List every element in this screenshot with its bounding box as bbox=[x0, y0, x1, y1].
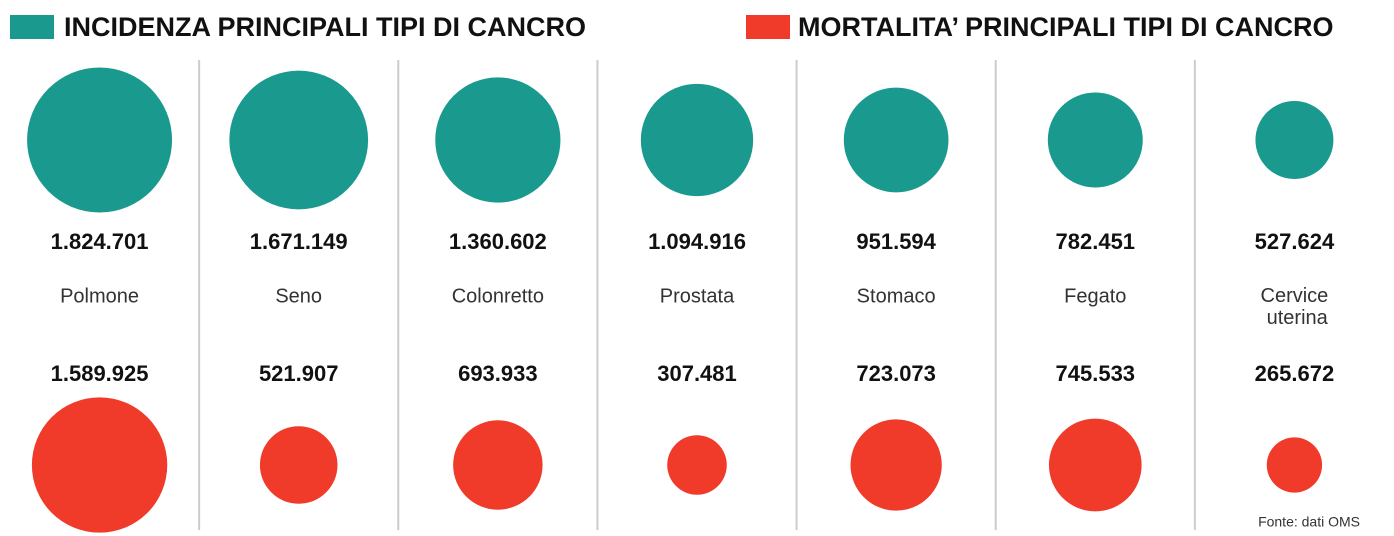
value-label: 1.094.916 bbox=[648, 229, 746, 254]
value-label: 307.481 bbox=[657, 361, 737, 386]
category-label: Colonretto bbox=[452, 285, 544, 307]
category-label: Stomaco bbox=[857, 285, 936, 307]
bubble bbox=[453, 420, 543, 510]
legend-mortality: MORTALITA’ PRINCIPALI TIPI DI CANCRO bbox=[798, 12, 1334, 42]
bubble bbox=[843, 87, 949, 193]
value-label: 1.360.602 bbox=[449, 229, 547, 254]
value-label: 1.824.701 bbox=[51, 229, 149, 254]
bubble bbox=[27, 67, 173, 213]
value-label: 527.624 bbox=[1255, 229, 1335, 254]
value-label: 782.451 bbox=[1056, 229, 1136, 254]
category-label: Polmone bbox=[60, 285, 139, 307]
bubble bbox=[1255, 101, 1334, 179]
value-label: 723.073 bbox=[856, 361, 936, 386]
source-note: Fonte: dati OMS bbox=[1258, 514, 1360, 530]
value-label: 693.933 bbox=[458, 361, 538, 386]
legend-incidence: INCIDENZA PRINCIPALI TIPI DI CANCRO bbox=[64, 12, 586, 42]
value-label: 745.533 bbox=[1056, 361, 1136, 386]
bubble bbox=[1266, 437, 1323, 493]
category-label: Cervice uterina bbox=[1261, 285, 1329, 329]
bubble bbox=[31, 397, 168, 533]
legend-swatch-mortality bbox=[746, 15, 790, 39]
bubble bbox=[435, 77, 561, 203]
bubble bbox=[1047, 92, 1143, 188]
value-label: 1.589.925 bbox=[51, 361, 149, 386]
value-label: 1.671.149 bbox=[250, 229, 348, 254]
legend-swatch-incidence bbox=[10, 15, 54, 39]
value-label: 951.594 bbox=[856, 229, 936, 254]
category-label: Prostata bbox=[660, 285, 735, 307]
category-label: Seno bbox=[275, 285, 322, 307]
bubble bbox=[259, 426, 338, 504]
bubble bbox=[229, 70, 369, 210]
bubble bbox=[640, 83, 754, 197]
bubble bbox=[1048, 418, 1142, 512]
value-label: 265.672 bbox=[1255, 361, 1335, 386]
bubble bbox=[667, 435, 727, 495]
category-label: Fegato bbox=[1064, 285, 1126, 307]
bubble bbox=[850, 419, 942, 511]
value-label: 521.907 bbox=[259, 361, 339, 386]
